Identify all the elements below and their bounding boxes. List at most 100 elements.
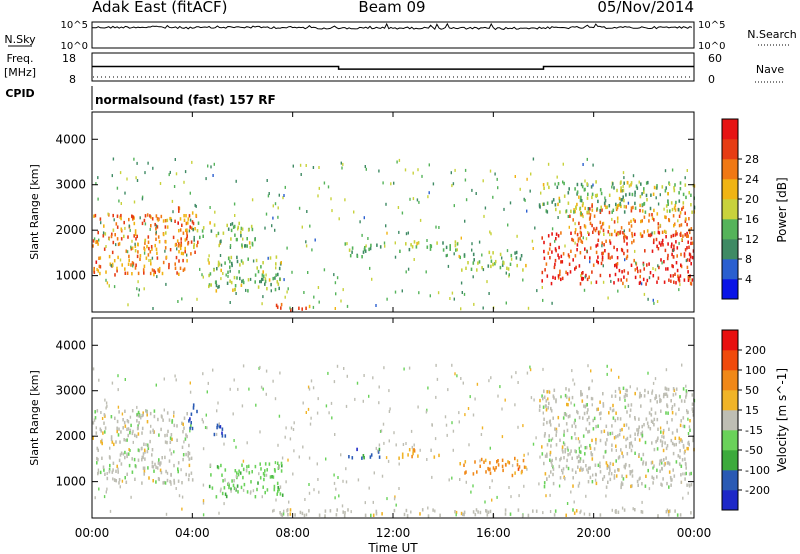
scatter-point: [557, 253, 559, 257]
scatter-point: [620, 189, 622, 193]
scatter-point: [249, 277, 252, 281]
scatter-point: [679, 395, 681, 399]
scatter-point: [133, 234, 135, 238]
scatter-point: [463, 512, 465, 517]
scatter-point: [335, 487, 337, 491]
scatter-point: [516, 234, 518, 238]
scatter-point: [239, 471, 242, 475]
scatter-point: [188, 214, 191, 218]
scatter-point: [664, 215, 666, 219]
scatter-point: [658, 231, 661, 235]
scatter-point: [124, 476, 126, 480]
scatter-point: [658, 394, 661, 398]
scatter-point: [579, 230, 582, 234]
scatter-point: [582, 201, 584, 206]
scatter-point: [479, 510, 482, 515]
colorbar-tick-label: -200: [745, 484, 770, 497]
scatter-point: [517, 508, 520, 512]
scatter-point: [129, 228, 131, 232]
scatter-point: [274, 469, 276, 473]
scatter-point: [647, 233, 650, 237]
scatter-point: [557, 274, 560, 278]
scatter-point: [607, 480, 609, 484]
scatter-point: [657, 514, 659, 518]
scatter-point: [622, 195, 624, 199]
scatter-point: [577, 484, 580, 488]
scatter-point: [131, 272, 133, 276]
scatter-point: [427, 195, 429, 199]
scatter-point: [302, 401, 304, 405]
scatter-point: [580, 274, 582, 278]
scatter-point: [687, 417, 689, 421]
scatter-point: [124, 455, 126, 460]
scatter-point: [112, 240, 115, 245]
scatter-point: [133, 200, 136, 204]
scatter-point: [277, 466, 280, 470]
scatter-point: [489, 461, 491, 465]
scatter-point: [585, 427, 587, 431]
nsearch-tick-low: 10^0: [698, 41, 725, 52]
scatter-point: [303, 513, 306, 518]
scatter-point: [97, 197, 99, 201]
scatter-point: [318, 490, 320, 494]
scatter-point: [591, 208, 594, 212]
scatter-point: [581, 203, 584, 208]
scatter-point: [685, 217, 687, 221]
scatter-point: [487, 466, 489, 471]
scatter-point: [569, 452, 571, 456]
scatter-point: [327, 185, 330, 189]
scatter-point: [155, 247, 158, 251]
scatter-point: [624, 398, 626, 402]
scatter-point: [179, 217, 182, 221]
scatter-point: [259, 280, 261, 284]
scatter-point: [641, 219, 643, 223]
scatter-point: [656, 475, 658, 479]
scatter-point: [142, 455, 144, 460]
scatter-point: [671, 168, 674, 172]
scatter-point: [641, 500, 643, 504]
scatter-point: [256, 487, 258, 492]
scatter-point: [602, 477, 604, 481]
scatter-point: [428, 163, 430, 167]
scatter-point: [623, 204, 626, 209]
scatter-point: [307, 385, 310, 389]
scatter-point: [141, 426, 144, 431]
scatter-point: [682, 234, 684, 238]
x-tick-label: 00:00: [677, 526, 712, 540]
scatter-point: [627, 403, 630, 408]
scatter-point: [628, 464, 631, 468]
scatter-point: [137, 458, 140, 462]
scatter-point: [130, 245, 132, 249]
scatter-point: [232, 483, 235, 488]
scatter-point: [134, 266, 137, 270]
scatter-point: [217, 231, 220, 236]
scatter-point: [599, 438, 602, 443]
scatter-point: [558, 464, 561, 469]
scatter-point: [464, 471, 466, 475]
scatter-point: [121, 263, 123, 267]
scatter-point: [583, 512, 586, 516]
scatter-point: [214, 210, 216, 214]
scatter-point: [110, 435, 113, 439]
scatter-point: [597, 238, 600, 242]
scatter-point: [305, 164, 307, 167]
scatter-point: [685, 395, 687, 399]
scatter-point: [183, 426, 185, 430]
scatter-point: [282, 512, 285, 516]
scatter-point: [566, 446, 569, 450]
scatter-point: [190, 456, 193, 460]
scatter-point: [184, 250, 186, 254]
scatter-point: [276, 481, 279, 486]
scatter-point: [636, 387, 638, 391]
scatter-point: [682, 387, 685, 391]
scatter-point: [574, 241, 576, 245]
scatter-point: [588, 275, 590, 279]
scatter-point: [110, 264, 112, 268]
scatter-point: [530, 396, 533, 400]
scatter-point: [478, 260, 481, 264]
scatter-point: [542, 422, 545, 426]
scatter-point: [621, 270, 623, 274]
scatter-point: [691, 393, 694, 397]
scatter-point: [617, 434, 619, 438]
scatter-point: [464, 168, 467, 172]
